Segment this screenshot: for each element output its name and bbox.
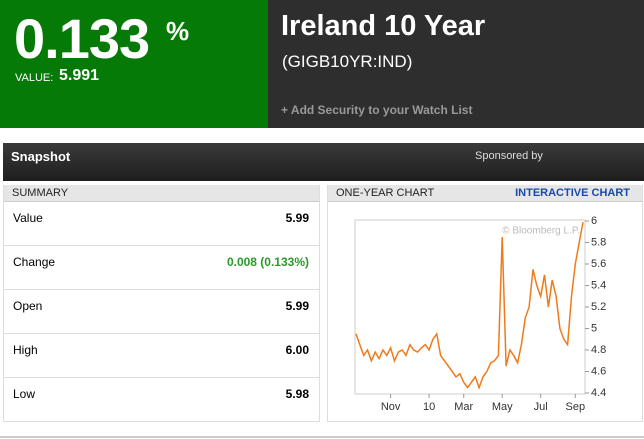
pct-sign: % [166, 16, 190, 46]
summary-row: High 6.00 [4, 334, 319, 378]
x-tick-label: Mar [454, 401, 473, 413]
y-tick-label: 5.2 [591, 301, 606, 313]
chart-title: ONE-YEAR CHART [336, 187, 435, 199]
value: 5.991 [59, 67, 100, 84]
snapshot-bar: Snapshot Sponsored by [3, 143, 644, 181]
row-label: Low [13, 387, 36, 401]
interactive-link[interactable]: INTERACTIVE CHART [515, 187, 630, 199]
plot-area [354, 219, 586, 395]
x-tick-label: 10 [423, 401, 435, 413]
y-tick-label: 5.8 [591, 236, 606, 248]
x-tick-label: Nov [381, 401, 401, 413]
ticker: (GIGB10YR:IND) [282, 52, 413, 71]
row-value: 5.99 [285, 211, 309, 225]
x-tick-label: Jul [534, 401, 548, 413]
value-label: VALUE: [15, 72, 54, 84]
row-label: Open [13, 299, 43, 313]
y-tick-label: 5.4 [591, 279, 606, 291]
y-tick-label: 5.6 [591, 258, 606, 270]
row-label: Change [13, 255, 56, 269]
row-value: 6.00 [285, 343, 309, 357]
y-tick-label: 4.6 [591, 365, 606, 377]
change-pct: 0.133 [14, 7, 150, 70]
title-box: Ireland 10 Year (GIGB10YR:IND) + Add Sec… [268, 0, 644, 128]
chart-panel: ONE-YEAR CHART INTERACTIVE CHART [327, 185, 643, 422]
summary-row: Low 5.98 [4, 378, 319, 422]
y-tick-label: 4.4 [591, 387, 606, 399]
watermark: © Bloomberg L.P. [502, 226, 580, 237]
chart-header: ONE-YEAR CHART INTERACTIVE CHART [328, 185, 642, 202]
summary-panel: SUMMARY Value 5.99 Change 0.008 (0.133%) Ope… [3, 185, 320, 422]
watch-link[interactable]: + Add Security to your Watch List [281, 103, 473, 117]
row-value: 0.008 (0.133%) [226, 255, 309, 269]
price-line [355, 221, 584, 390]
row-label: High [13, 343, 38, 357]
sponsor: Sponsored by [475, 150, 543, 162]
title: Ireland 10 Year [281, 10, 486, 42]
y-tick-label: 5 [591, 322, 597, 334]
quote-box: 0.133 % VALUE: 5.991 [0, 0, 268, 128]
y-tick-label: 6 [591, 215, 597, 227]
row-value: 5.99 [285, 299, 309, 313]
x-tick-label: May [492, 401, 513, 413]
summary-row: Open 5.99 [4, 290, 319, 334]
summary-row: Value 5.99 [4, 202, 319, 246]
row-value: 5.98 [285, 387, 309, 401]
row-label: Value [13, 211, 43, 225]
summary-row: Change 0.008 (0.133%) [4, 246, 319, 290]
y-tick-label: 4.8 [591, 344, 606, 356]
summary-rows: Value 5.99 Change 0.008 (0.133%) Open 5.99 Hig… [4, 202, 319, 422]
x-tick-label: Sep [566, 401, 586, 413]
snapshot-title: Snapshot [11, 149, 71, 164]
summary-title: SUMMARY [4, 185, 319, 202]
